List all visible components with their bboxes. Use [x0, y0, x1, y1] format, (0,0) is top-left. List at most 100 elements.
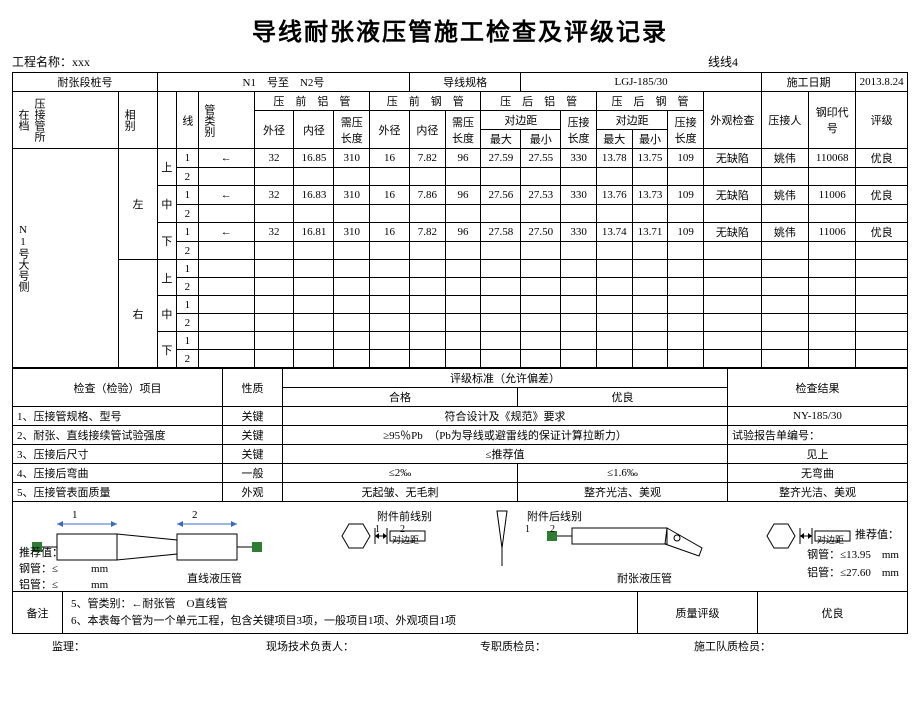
cell: 32	[254, 223, 294, 242]
hdr-stamp: 钢印代号	[809, 92, 856, 149]
pos-mid: 中	[157, 296, 176, 332]
chk-std: 评级标准（允许偏差）	[283, 369, 728, 388]
cell: 16.85	[294, 149, 334, 168]
check-row: 3、压接后尺寸 关键 ≤推荐值 见上	[13, 445, 908, 464]
cell: 16.83	[294, 186, 334, 205]
cell: 96	[445, 149, 481, 168]
project-label: 工程名称：	[12, 55, 72, 69]
rec-steel-r: 钢管：≤13.95 mm	[807, 546, 899, 562]
cell: 优良	[856, 186, 908, 205]
cell: 27.53	[521, 186, 561, 205]
cell: 11006	[809, 223, 856, 242]
hdr-const-date-val: 2013.8.24	[856, 73, 908, 92]
data-row: N1号大号侧 左 上 1 ← 3216.85310167.829627.5927…	[13, 149, 908, 168]
chk-result: 检查结果	[728, 369, 908, 407]
hdr-grade: 评级	[856, 92, 908, 149]
hdr-max2: 最大	[596, 130, 632, 149]
check-row: 5、压接管表面质量 外观 无起皱、无毛刺 整齐光洁、美观 整齐光洁、美观	[13, 483, 908, 502]
hdr-wire-spec-val: LGJ-185/30	[521, 73, 761, 92]
check-row: 4、压接后弯曲 一般 ≤2‰ ≤1.6‰ 无弯曲	[13, 464, 908, 483]
chk-name: 压接管规格、型号	[34, 411, 122, 423]
chk-nature: 性质	[223, 369, 283, 407]
hdr-min1: 最小	[521, 130, 561, 149]
notes-grade-label: 质量评级	[637, 592, 757, 633]
cell: 32	[254, 149, 294, 168]
chk-good-val: 整齐光洁、美观	[518, 483, 728, 502]
footer-row: 监理： 现场技术负责人： 专职质检员： 施工队质检员：	[12, 638, 908, 654]
diagram-area: 12 推荐值： 钢管：≤ mm 铝管：≤ mm 直线液压管 附件前线别 1 2 …	[12, 502, 908, 592]
hdr-pre-steel: 压 前 钢 管	[370, 92, 481, 111]
cell: 16	[370, 149, 410, 168]
cell: 13.74	[596, 223, 632, 242]
chk-nat: 外观	[223, 483, 283, 502]
chk-nat: 一般	[223, 464, 283, 483]
tension-pipe-diagram	[477, 506, 747, 586]
wire-1: 1	[176, 149, 198, 168]
cell: 姚伟	[761, 186, 808, 205]
check-row: 1、压接管规格、型号 关键 符合设计及《规范》要求 NY-185/30	[13, 407, 908, 426]
rec-label: 推荐值：	[19, 544, 63, 560]
notes-row: 备注 5、管类别：←耐张管 O直线管 6、本表每个管为一个单元工程，包含关键项目…	[12, 592, 908, 634]
cell: 310	[334, 149, 370, 168]
hdr-crimper: 压接人	[761, 92, 808, 149]
cell: 无缺陷	[704, 149, 762, 168]
chk-pass-val: ≤2‰	[283, 464, 518, 483]
cell: 32	[254, 186, 294, 205]
cell: 109	[668, 223, 704, 242]
wire-2: 2	[176, 314, 198, 332]
hdr-phase: 相别	[119, 92, 158, 149]
cell: 13.76	[596, 186, 632, 205]
straight-label: 直线液压管	[187, 570, 242, 586]
side-label: N1号大号侧	[13, 149, 119, 368]
footer-qc: 专职质检员：	[480, 638, 694, 654]
hdr-od1: 外径	[254, 111, 294, 149]
notes-content: 5、管类别：←耐张管 O直线管 6、本表每个管为一个单元工程，包含关键项目3项，…	[63, 592, 637, 633]
chk-no: 2、	[17, 430, 34, 442]
cell: 27.59	[481, 149, 521, 168]
hdr-rl2: 需压长度	[445, 111, 481, 149]
hdr-id1: 内径	[294, 111, 334, 149]
cell: 13.75	[632, 149, 668, 168]
cell: 96	[445, 186, 481, 205]
footer-supervisor: 监理：	[12, 638, 266, 654]
pos-down: 下	[157, 332, 176, 368]
chk-pass-val: 无起皱、无毛刺	[283, 483, 518, 502]
cell: 27.50	[521, 223, 561, 242]
type-arrow: ←	[198, 223, 254, 242]
hdr-max1: 最大	[481, 130, 521, 149]
type-arrow: ←	[198, 149, 254, 168]
hdr-id2: 内径	[410, 111, 446, 149]
cell: 27.58	[481, 223, 521, 242]
line-label: 线线4	[708, 53, 908, 70]
notes-line-2: 6、本表每个管为一个单元工程，包含关键项目3项，一般项目1项、外观项目1项	[71, 613, 629, 630]
hdr-pre-al: 压 前 铝 管	[254, 92, 370, 111]
cell: 310	[334, 186, 370, 205]
hdr-tension-seg: 耐张段桩号	[13, 73, 158, 92]
hdr-wire-col	[157, 92, 176, 149]
hdr-wire-spec: 导线规格	[410, 73, 521, 92]
chk-pass: 合格	[283, 388, 518, 407]
hdr-cl2: 压接长度	[668, 111, 704, 149]
after-nums: 1 2	[525, 520, 555, 535]
notes-line-1: 5、管类别：←耐张管 O直线管	[71, 596, 629, 613]
chk-res: 试验报告单编号：	[728, 426, 908, 445]
phase-right: 右	[119, 260, 158, 368]
chk-res: 见上	[728, 445, 908, 464]
pos-down: 下	[157, 223, 176, 260]
hdr-tension-val: N1 号至 N2号	[157, 73, 409, 92]
notes-label: 备注	[13, 592, 63, 633]
chk-name: 压接后尺寸	[34, 449, 89, 461]
svg-text:2: 2	[192, 509, 198, 521]
hdr-diag1: 对边距	[481, 111, 561, 130]
cell: 11006	[809, 186, 856, 205]
cell: 16.81	[294, 223, 334, 242]
cell: 无缺陷	[704, 223, 762, 242]
cell: 330	[561, 223, 597, 242]
type-arrow: ←	[198, 186, 254, 205]
rec-al: 铝管：≤ mm	[19, 576, 108, 592]
chk-good: 优良	[518, 388, 728, 407]
svg-text:1: 1	[72, 509, 78, 521]
wire-2: 2	[176, 168, 198, 186]
pos-up: 上	[157, 149, 176, 186]
chk-no: 5、	[17, 487, 34, 499]
